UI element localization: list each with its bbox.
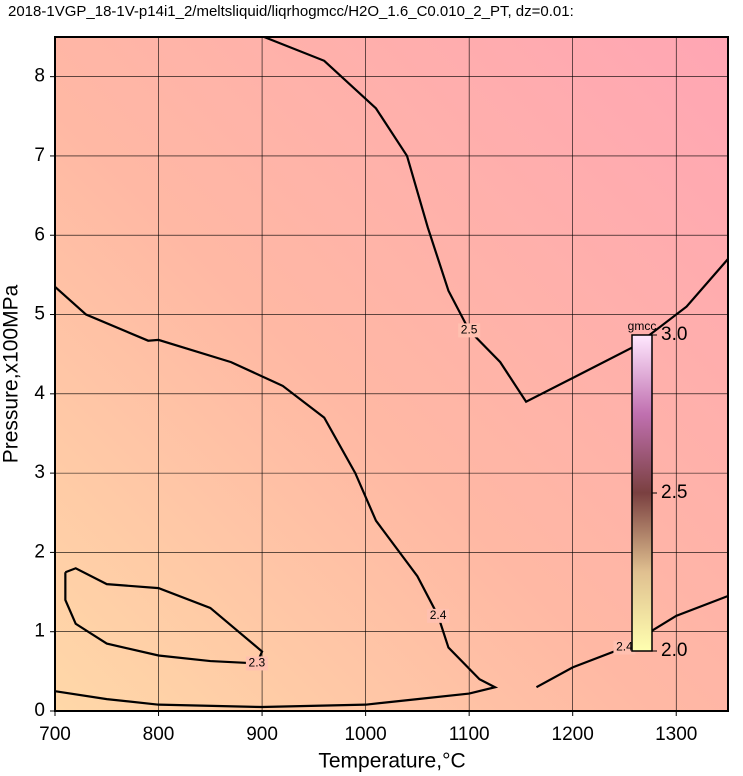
y-tick-label: 6 bbox=[34, 224, 45, 245]
contour-label-bg bbox=[613, 640, 636, 655]
y-tick-label: 1 bbox=[34, 621, 45, 642]
contour-label: 2.3 bbox=[249, 656, 266, 670]
y-tick-label: 5 bbox=[34, 304, 45, 325]
y-tick-label: 3 bbox=[34, 462, 45, 483]
colorbar-tick-label: 2.5 bbox=[661, 482, 687, 503]
contour-label-bg bbox=[427, 608, 450, 623]
contour-label-bg bbox=[458, 323, 481, 338]
contour-label-bg bbox=[245, 656, 268, 671]
plot-background bbox=[55, 37, 728, 711]
colorbar-label: gmcc bbox=[628, 319, 657, 333]
y-tick-label: 8 bbox=[34, 66, 45, 87]
x-tick-label: 1100 bbox=[449, 724, 490, 745]
y-tick-label: 2 bbox=[34, 541, 45, 562]
contour-label: 2.5 bbox=[461, 323, 478, 337]
plot-frame bbox=[54, 36, 729, 712]
x-tick-label: 1200 bbox=[552, 724, 594, 745]
x-axis-label: Temperature,°C bbox=[318, 750, 465, 773]
contour-label: 2.4 bbox=[430, 608, 447, 622]
colorbar-tick-label: 3.0 bbox=[661, 324, 687, 345]
x-tick-label: 1300 bbox=[655, 724, 697, 745]
x-tick-label: 1000 bbox=[344, 724, 386, 745]
x-tick-label: 800 bbox=[143, 724, 175, 745]
y-tick-label: 0 bbox=[34, 700, 45, 721]
y-tick-label: 7 bbox=[34, 145, 45, 166]
y-tick-label: 4 bbox=[34, 383, 45, 404]
x-tick-label: 700 bbox=[39, 724, 71, 745]
x-tick-label: 900 bbox=[246, 724, 278, 745]
y-axis-label: Pressure,x100MPa bbox=[0, 284, 23, 463]
chart-title: 2018-1VGP_18-1V-p14i1_2/meltsliquid/liqr… bbox=[8, 3, 574, 20]
contour-label: 2.4 bbox=[616, 640, 633, 654]
colorbar bbox=[631, 334, 653, 652]
colorbar-tick-label: 2.0 bbox=[661, 640, 687, 661]
